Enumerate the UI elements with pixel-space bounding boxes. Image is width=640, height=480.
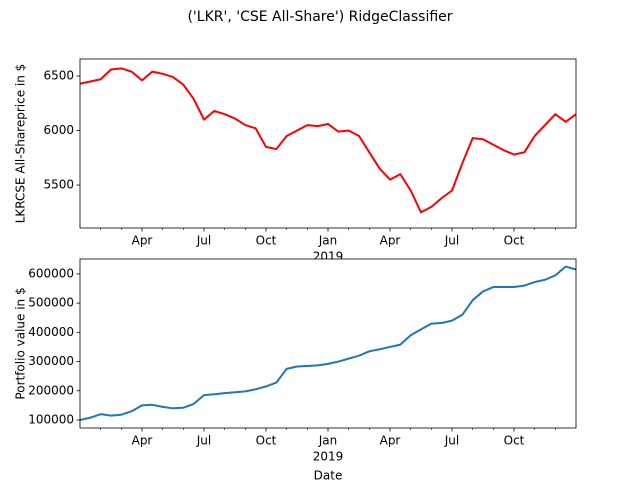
- y-axis-label: Portfolio value in $: [14, 287, 28, 399]
- y-tick-label: 300000: [28, 354, 74, 368]
- plot-area: [80, 59, 576, 228]
- x-year-label: 2019: [313, 450, 344, 464]
- y-tick-label: 5500: [43, 178, 74, 192]
- y-tick-label: 6500: [43, 69, 74, 83]
- x-tick-label: Jan: [318, 434, 338, 448]
- y-tick-label: 500000: [28, 296, 74, 310]
- y-tick-label: 6000: [43, 123, 74, 137]
- axes-frame: [79, 58, 577, 229]
- y-tick-label: 100000: [28, 412, 74, 426]
- x-tick-label: Jul: [444, 234, 459, 248]
- x-tick-label: Apr: [132, 234, 153, 248]
- x-tick-label: Oct: [504, 234, 525, 248]
- x-tick-label: Apr: [132, 434, 153, 448]
- x-axis-label: Date: [314, 469, 343, 480]
- data-line: [79, 67, 577, 214]
- x-tick-label: Jul: [196, 434, 211, 448]
- figure-title: ('LKR', 'CSE All-Share') RidgeClassifier: [187, 9, 452, 25]
- x-tick-label: Jul: [196, 234, 211, 248]
- x-tick-label: Oct: [504, 434, 525, 448]
- x-tick-label: Jan: [318, 234, 338, 248]
- x-tick-label: Oct: [256, 434, 277, 448]
- x-tick-label: Jul: [444, 434, 459, 448]
- y-tick-label: 200000: [28, 383, 74, 397]
- x-tick-label: Apr: [380, 234, 401, 248]
- x-tick-label: Oct: [256, 234, 277, 248]
- y-tick-label: 400000: [28, 325, 74, 339]
- y-axis-label: LKRCSE All-Shareprice in $: [14, 64, 28, 224]
- data-line: [79, 265, 577, 421]
- plot-area: [80, 259, 576, 428]
- y-tick-label: 600000: [28, 266, 74, 280]
- axes-frame: [79, 258, 577, 429]
- x-tick-label: Apr: [380, 434, 401, 448]
